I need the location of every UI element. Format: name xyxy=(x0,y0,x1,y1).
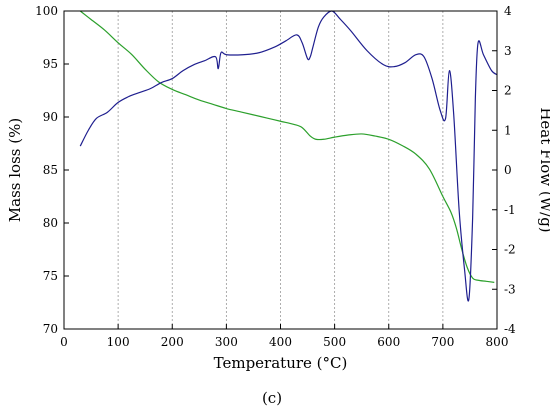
right-y-tick-label-4: 4 xyxy=(504,4,512,18)
x-tick-label-800: 800 xyxy=(486,335,509,349)
x-tick-label-400: 400 xyxy=(269,335,292,349)
left-y-tick-label-70: 70 xyxy=(43,322,58,336)
left-y-axis-ticks: 70 75 80 85 90 95 100 xyxy=(35,4,69,336)
right-y-axis-title: Heat Flow (W/g) xyxy=(537,107,550,232)
heat-flow-line xyxy=(79,10,498,302)
right-y-tick-label-0: 0 xyxy=(504,163,512,177)
left-y-tick-label-80: 80 xyxy=(43,216,58,230)
right-y-tick-label-1: 1 xyxy=(504,123,512,137)
figure-caption: (c) xyxy=(262,389,282,407)
left-y-tick-label-95: 95 xyxy=(43,57,58,71)
left-y-axis-title: Mass loss (%) xyxy=(6,118,24,222)
right-y-tick-label--3: -3 xyxy=(504,282,516,296)
x-tick-label-0: 0 xyxy=(60,335,68,349)
right-y-tick-label--1: -1 xyxy=(504,203,516,217)
right-y-axis-ticks: -4 -3 -2 -1 0 1 2 3 4 xyxy=(492,4,516,336)
series-lines xyxy=(79,10,498,302)
left-y-tick-label-85: 85 xyxy=(43,163,58,177)
right-y-tick-label--2: -2 xyxy=(504,243,516,257)
right-y-tick-label-3: 3 xyxy=(504,44,512,58)
x-tick-label-500: 500 xyxy=(323,335,346,349)
plot-area-frame xyxy=(63,10,498,330)
x-axis-ticks: 0 100 200 300 400 500 600 700 800 xyxy=(60,324,508,349)
x-tick-label-200: 200 xyxy=(161,335,184,349)
left-y-tick-label-100: 100 xyxy=(35,4,58,18)
right-y-tick-label-2: 2 xyxy=(504,84,512,98)
grid-lines xyxy=(117,11,444,329)
right-y-tick-label--4: -4 xyxy=(504,322,516,336)
left-y-tick-label-90: 90 xyxy=(43,110,58,124)
x-tick-label-700: 700 xyxy=(431,335,454,349)
x-axis-title: Temperature (°C) xyxy=(214,354,348,372)
x-tick-label-600: 600 xyxy=(377,335,400,349)
x-tick-label-100: 100 xyxy=(107,335,130,349)
mass-loss-line xyxy=(79,10,495,283)
x-tick-label-300: 300 xyxy=(215,335,238,349)
left-y-tick-label-75: 75 xyxy=(43,269,58,283)
